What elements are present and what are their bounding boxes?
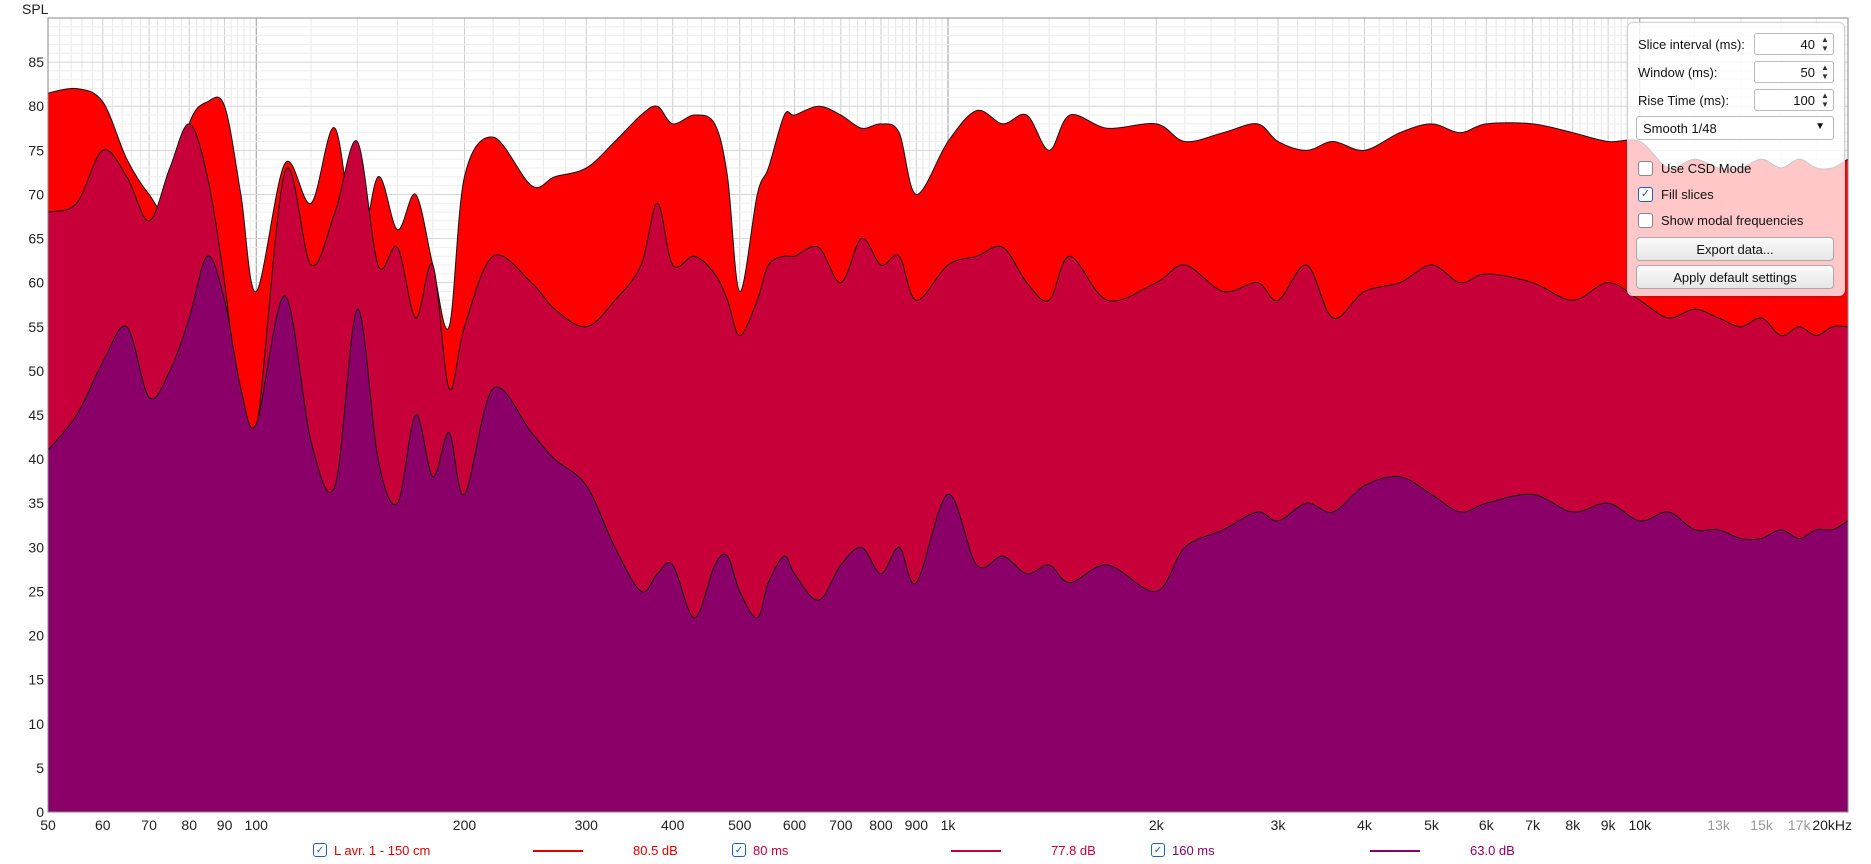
settings-panel: Slice interval (ms): 40 ▲ ▼ Window (ms): … [1627, 22, 1845, 296]
x-tick-label: 1k [941, 817, 957, 833]
window-value[interactable]: 50 [1800, 64, 1815, 80]
y-tick-labels: 0 5 10 15 20 25 30 35 40 45 50 55 60 65 70 75 80 85 [28, 54, 44, 820]
use-csd-label[interactable]: Use CSD Mode [1661, 160, 1752, 176]
x-tick-label: 100 [245, 817, 269, 833]
y-axis-label: SPL [22, 1, 49, 17]
smoothing-select[interactable]: Smooth 1/48 ▼ [1636, 116, 1834, 140]
legend-value: 77.8 dB [1051, 842, 1096, 858]
y-tick-label: 0 [36, 804, 44, 820]
y-tick-label: 65 [28, 231, 44, 247]
x-tick-label: 2k [1149, 817, 1165, 833]
apply-default-settings-button[interactable]: Apply default settings [1636, 265, 1834, 289]
x-tick-label: 6k [1479, 817, 1495, 833]
x-tick-label: 8k [1565, 817, 1581, 833]
checkbox-unchecked-icon[interactable] [1638, 160, 1653, 176]
slice-interval-value[interactable]: 40 [1800, 36, 1815, 52]
x-tick-label: 900 [905, 817, 929, 833]
y-tick-label: 55 [28, 319, 44, 335]
window-label: Window (ms): [1638, 64, 1718, 80]
show-modal-checkbox[interactable]: Show modal frequencies [1638, 210, 1803, 230]
window-row: Window (ms): 50 ▲ ▼ [1638, 60, 1834, 84]
y-tick-label: 25 [28, 583, 44, 599]
legend-line-swatch [951, 850, 1001, 852]
x-tick-label: 300 [575, 817, 599, 833]
y-tick-label: 40 [28, 451, 44, 467]
x-tick-label: 800 [869, 817, 893, 833]
x-tick-label: 400 [661, 817, 685, 833]
rise-time-value[interactable]: 100 [1793, 92, 1815, 108]
slice-interval-label: Slice interval (ms): [1638, 36, 1745, 52]
show-modal-label[interactable]: Show modal frequencies [1661, 212, 1804, 228]
x-tick-label: 600 [783, 817, 807, 833]
checkbox-unchecked-icon[interactable] [1638, 212, 1653, 228]
y-tick-label: 60 [28, 275, 44, 291]
x-tick-label: 17k [1788, 817, 1812, 833]
x-tick-label: 20kHz [1812, 817, 1852, 833]
x-tick-label: 3k [1271, 817, 1287, 833]
x-tick-label: 5k [1424, 817, 1440, 833]
x-tick-label: 15k [1750, 817, 1774, 833]
x-tick-label: 50 [40, 817, 56, 833]
series-areas [47, 87, 1849, 813]
x-tick-label: 700 [829, 817, 853, 833]
x-tick-label: 13k [1707, 817, 1731, 833]
legend-value: 63.0 dB [1470, 842, 1515, 858]
rise-time-spinner[interactable]: 100 ▲ ▼ [1754, 89, 1834, 111]
legend-item-2[interactable]: ✓ 80 ms [732, 840, 788, 860]
legend-name: L avr. 1 - 150 cm [334, 842, 431, 858]
y-tick-label: 45 [28, 407, 44, 423]
y-tick-label: 80 [28, 98, 44, 114]
checkbox-checked-icon[interactable]: ✓ [1638, 186, 1653, 202]
legend-item-3[interactable]: ✓ 160 ms [1151, 840, 1215, 860]
y-tick-label: 75 [28, 142, 44, 158]
legend-item-1[interactable]: ✓ L avr. 1 - 150 cm [313, 840, 430, 860]
plot-frame [47, 17, 1849, 813]
export-data-button[interactable]: Export data... [1636, 237, 1834, 261]
y-tick-label: 85 [28, 54, 44, 70]
series-area-3 [47, 255, 1849, 813]
x-tick-label: 90 [217, 817, 233, 833]
spinner-arrows-icon[interactable]: ▲ ▼ [1821, 63, 1829, 81]
smoothing-value[interactable]: Smooth 1/48 [1643, 120, 1717, 136]
x-tick-label: 9k [1601, 817, 1617, 833]
y-tick-label: 70 [28, 186, 44, 202]
x-tick-label: 4k [1357, 817, 1373, 833]
slice-interval-row: Slice interval (ms): 40 ▲ ▼ [1638, 32, 1834, 56]
window-spinner[interactable]: 50 ▲ ▼ [1754, 61, 1834, 83]
use-csd-checkbox[interactable]: Use CSD Mode [1638, 158, 1751, 178]
slice-interval-spinner[interactable]: 40 ▲ ▼ [1754, 33, 1834, 55]
y-tick-label: 5 [36, 760, 44, 776]
legend-line-swatch [1370, 850, 1420, 852]
fill-slices-label[interactable]: Fill slices [1661, 186, 1714, 202]
x-tick-labels: 50 60 70 80 90 100 200 300 400 500 600 700 800 900 1k 2… [40, 817, 1852, 833]
chevron-down-icon[interactable]: ▼ [1815, 121, 1825, 132]
x-tick-label: 60 [95, 817, 111, 833]
fill-slices-checkbox[interactable]: ✓ Fill slices [1638, 184, 1714, 204]
y-tick-label: 30 [28, 539, 44, 555]
checkbox-checked-icon[interactable]: ✓ [732, 843, 746, 857]
legend-name: 160 ms [1172, 842, 1215, 858]
x-tick-label: 80 [181, 817, 197, 833]
legend-line-swatch [533, 850, 583, 852]
x-tick-label: 500 [728, 817, 752, 833]
checkbox-checked-icon[interactable]: ✓ [313, 843, 327, 857]
y-tick-label: 15 [28, 672, 44, 688]
x-tick-label: 200 [453, 817, 477, 833]
y-tick-label: 20 [28, 628, 44, 644]
y-tick-label: 50 [28, 363, 44, 379]
y-tick-label: 10 [28, 716, 44, 732]
rise-time-label: Rise Time (ms): [1638, 92, 1729, 108]
x-tick-label: 10k [1628, 817, 1652, 833]
legend-name: 80 ms [753, 842, 789, 858]
rise-time-row: Rise Time (ms): 100 ▲ ▼ [1638, 88, 1834, 112]
spinner-arrows-icon[interactable]: ▲ ▼ [1821, 91, 1829, 109]
y-tick-label: 35 [28, 495, 44, 511]
spinner-arrows-icon[interactable]: ▲ ▼ [1821, 35, 1829, 53]
x-tick-label: 70 [141, 817, 157, 833]
x-tick-label: 7k [1525, 817, 1541, 833]
legend-value: 80.5 dB [633, 842, 678, 858]
checkbox-checked-icon[interactable]: ✓ [1151, 843, 1165, 857]
